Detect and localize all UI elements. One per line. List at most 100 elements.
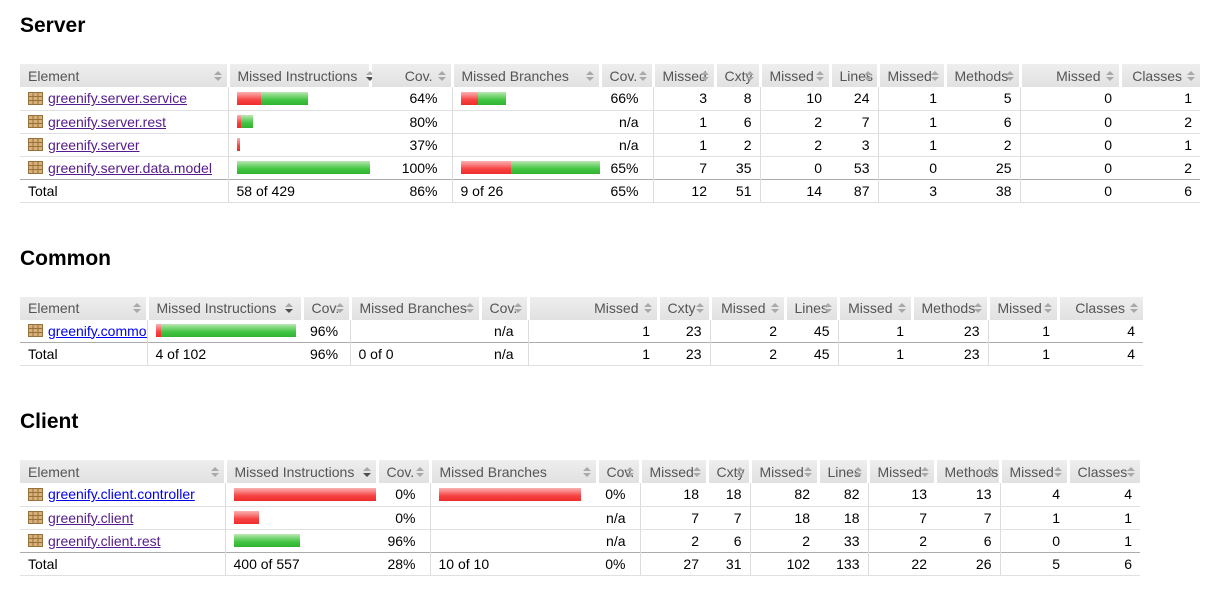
table-row: greenify.server.rest 80% n/a 1 6 2 7 1 6… (20, 110, 1200, 134)
table-row: greenify.common 96% n/a 1 23 2 45 1 23 1… (20, 319, 1143, 343)
column-header-missed-methods[interactable]: Missed (876, 64, 945, 87)
column-header-missed-methods[interactable]: Missed (836, 296, 912, 320)
column-header-lines[interactable]: Lines (828, 64, 878, 87)
column-header-missed-branches[interactable]: Missed Branches (348, 296, 480, 320)
total-missed-cxty: 12 (652, 178, 715, 203)
instructions-bar (224, 529, 377, 552)
missed-lines-cell: 2 (709, 319, 785, 343)
column-header-missed-lines[interactable]: Missed (708, 296, 785, 320)
missed-classes-cell: 0 (999, 529, 1068, 552)
column-header-lines[interactable]: Lines (783, 296, 838, 320)
sort-icon (920, 466, 929, 477)
column-header-classes[interactable]: Classes (1118, 64, 1200, 87)
column-header-branches-coverage[interactable]: Cov. (598, 64, 653, 87)
total-methods: 26 (935, 551, 1000, 576)
package-link[interactable]: greenify.client.controller (48, 486, 195, 503)
header-row: Element Missed Instructions Cov. Missed … (20, 460, 1140, 483)
package-icon (28, 115, 43, 128)
column-header-cxty[interactable]: Cxty (705, 460, 750, 483)
sort-icon (210, 466, 219, 477)
column-header-missed-cxty[interactable]: Missed (651, 64, 715, 87)
package-link[interactable]: greenify.common (48, 322, 147, 339)
sort-icon (863, 70, 872, 81)
column-header-missed-branches[interactable]: Missed Branches (428, 460, 597, 483)
classes-cell: 4 (1127, 322, 1135, 339)
package-link[interactable]: greenify.server.service (48, 90, 188, 107)
column-header-missed-lines[interactable]: Missed (758, 64, 830, 87)
table-row: greenify.client.controller 0% 0% 18 18 8… (20, 483, 1140, 507)
missed-bar-segment (155, 324, 161, 338)
sort-icon (803, 466, 812, 477)
missed-classes-cell: 1 (987, 319, 1058, 343)
column-label: Methods (954, 67, 1009, 84)
instructions-bar (227, 156, 370, 179)
table-footer: Total 4 of 102 96% 0 of 0 n/a 1 23 2 45 … (20, 342, 1143, 366)
total-instructions: 58 of 429 (227, 178, 370, 203)
sort-icon (700, 70, 709, 81)
column-header-element[interactable]: Element (20, 64, 228, 87)
column-header-missed-instructions[interactable]: Missed Instructions (145, 296, 302, 320)
column-label: Cov. (489, 300, 518, 316)
missed-lines-cell: 10 (759, 87, 830, 111)
methods-cell: 25 (995, 159, 1012, 176)
column-header-missed-classes[interactable]: Missed (998, 460, 1068, 483)
covered-bar-segment (477, 91, 506, 105)
package-link[interactable]: greenify.client.rest (48, 532, 161, 549)
column-header-missed-cxty[interactable]: Missed (526, 296, 658, 320)
column-header-instructions-coverage[interactable]: Cov. (368, 64, 452, 87)
column-header-element[interactable]: Element (20, 460, 225, 483)
instructions-coverage: 37% (370, 133, 452, 157)
branches-bar (451, 133, 600, 157)
sort-icon (853, 466, 862, 477)
total-cxty: 23 (658, 342, 710, 366)
sort-icon (1127, 466, 1135, 477)
column-header-missed-classes[interactable]: Missed (986, 296, 1058, 320)
column-header-methods[interactable]: Methods (933, 460, 1000, 483)
branches-bar (429, 483, 597, 507)
missed-cxty-cell: 7 (652, 156, 715, 179)
missed-methods-cell: 0 (877, 156, 945, 179)
coverage-table-client: Element Missed Instructions Cov. Missed … (20, 460, 1140, 576)
total-missed-cxty: 27 (639, 551, 707, 576)
cxty-cell: 7 (707, 506, 750, 530)
missed-cxty-cell: 7 (639, 506, 707, 530)
column-label: Missed Instructions (156, 300, 277, 316)
column-header-cxty[interactable]: Cxty (713, 64, 760, 87)
column-header-missed-lines[interactable]: Missed (748, 460, 818, 483)
package-link[interactable]: greenify.server (48, 136, 140, 153)
column-header-classes[interactable]: Classes (1056, 296, 1143, 320)
column-header-lines[interactable]: Lines (816, 460, 868, 483)
column-header-cxty[interactable]: Cxty (656, 296, 710, 320)
sort-icon (1043, 303, 1052, 313)
column-header-instructions-coverage[interactable]: Cov. (375, 460, 430, 483)
column-header-methods[interactable]: Methods (910, 296, 988, 320)
total-missed-cxty: 1 (527, 342, 658, 366)
table-footer: Total 400 of 557 28% 10 of 10 0% 27 31 1… (20, 551, 1140, 576)
total-branches: 9 of 26 (451, 178, 600, 203)
column-header-missed-methods[interactable]: Missed (866, 460, 935, 483)
column-header-instructions-coverage[interactable]: Cov. (300, 296, 350, 320)
column-header-missed-classes[interactable]: Missed (1018, 64, 1120, 87)
column-header-classes[interactable]: Classes (1066, 460, 1140, 483)
total-instructions-coverage: 28% (377, 551, 430, 576)
package-link[interactable]: greenify.server.data.model (48, 159, 212, 176)
missed-lines-cell: 0 (759, 156, 830, 179)
column-header-element[interactable]: Element (20, 296, 147, 320)
total-cxty: 31 (707, 551, 750, 576)
column-header-missed-branches[interactable]: Missed Branches (450, 64, 600, 87)
column-header-branches-coverage[interactable]: Cov. (478, 296, 528, 320)
section-title: Server (20, 14, 86, 37)
column-header-missed-instructions[interactable]: Missed Instructions (223, 460, 377, 483)
column-label: Cov. (311, 300, 340, 316)
element-cell: greenify.server.rest (20, 110, 228, 134)
instructions-coverage: 80% (370, 110, 452, 134)
column-header-methods[interactable]: Methods (943, 64, 1020, 87)
table-body: greenify.common 96% n/a 1 23 2 45 1 23 1… (20, 319, 1143, 343)
column-label: Missed (1056, 67, 1101, 84)
section-server: Server Element Missed Instructions Cov. (20, 14, 1202, 203)
package-link[interactable]: greenify.server.rest (48, 113, 167, 130)
column-header-missed-instructions[interactable]: Missed Instructions (226, 64, 375, 87)
column-header-missed-cxty[interactable]: Missed (638, 460, 707, 483)
column-header-branches-coverage[interactable]: Cov. (595, 460, 640, 483)
package-link[interactable]: greenify.client (48, 509, 134, 526)
